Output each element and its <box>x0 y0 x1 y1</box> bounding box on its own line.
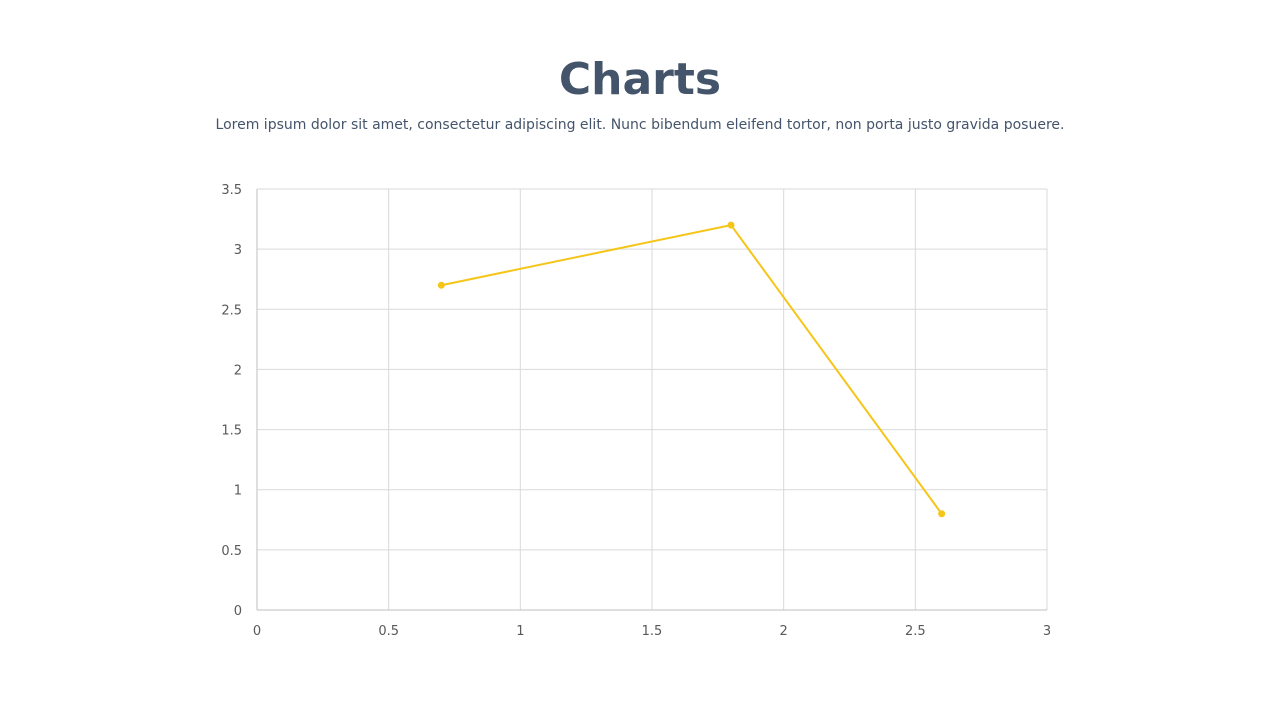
x-tick-label: 2.5 <box>905 624 926 639</box>
data-point <box>938 510 946 518</box>
y-tick-label: 0 <box>234 604 242 619</box>
x-tick-label: 0 <box>253 624 261 639</box>
x-tick-label: 3 <box>1043 624 1051 639</box>
y-tick-label: 3.5 <box>221 183 242 198</box>
x-tick-label: 1.5 <box>642 624 663 639</box>
y-tick-label: 2.5 <box>221 303 242 318</box>
y-tick-label: 2 <box>234 363 242 378</box>
page-subtitle: Lorem ipsum dolor sit amet, consectetur … <box>215 117 1065 133</box>
data-point <box>727 221 735 229</box>
y-tick-label: 3 <box>234 243 242 258</box>
x-tick-label: 0.5 <box>378 624 399 639</box>
y-tick-label: 1 <box>234 484 242 499</box>
x-tick-label: 1 <box>516 624 524 639</box>
page-title: Charts <box>558 54 722 105</box>
y-tick-label: 1.5 <box>221 424 242 439</box>
y-tick-label: 0.5 <box>221 544 242 559</box>
x-tick-label: 2 <box>780 624 788 639</box>
data-point <box>437 281 445 289</box>
